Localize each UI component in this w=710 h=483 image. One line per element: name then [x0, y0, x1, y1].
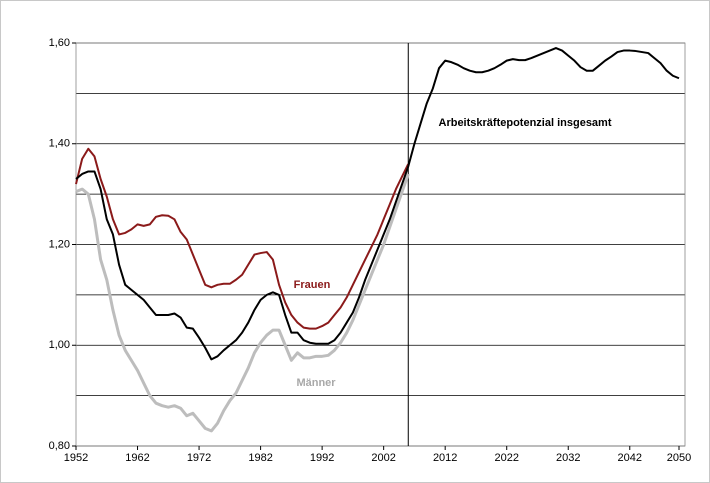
x-tick-label: 1962: [125, 452, 149, 464]
series-label: Arbeitskräftepotenzial insgesamt: [439, 117, 612, 129]
x-tick-label: 1952: [64, 452, 88, 464]
y-tick-label: 1,20: [49, 238, 70, 250]
x-tick-label: 1972: [187, 452, 211, 464]
series-label: Frauen: [294, 279, 331, 291]
x-tick-label: 2012: [433, 452, 457, 464]
x-tick-label: 1982: [248, 452, 272, 464]
x-tick-label: 1992: [310, 452, 334, 464]
y-tick-label: 1,40: [49, 138, 70, 150]
series-line: [75, 47, 680, 361]
series-label: Männer: [296, 377, 336, 389]
y-tick-label: 1,00: [49, 339, 70, 351]
x-tick-label: 2002: [371, 452, 395, 464]
y-tick-label: 1,60: [49, 37, 70, 49]
series-line: [75, 147, 410, 330]
x-tick-label: 2042: [618, 452, 642, 464]
y-tick-label: 0,80: [49, 440, 70, 452]
x-tick-label: 2050: [667, 452, 691, 464]
x-tick-label: 2022: [494, 452, 518, 464]
series-line: [75, 173, 410, 433]
x-tick-label: 2032: [556, 452, 580, 464]
